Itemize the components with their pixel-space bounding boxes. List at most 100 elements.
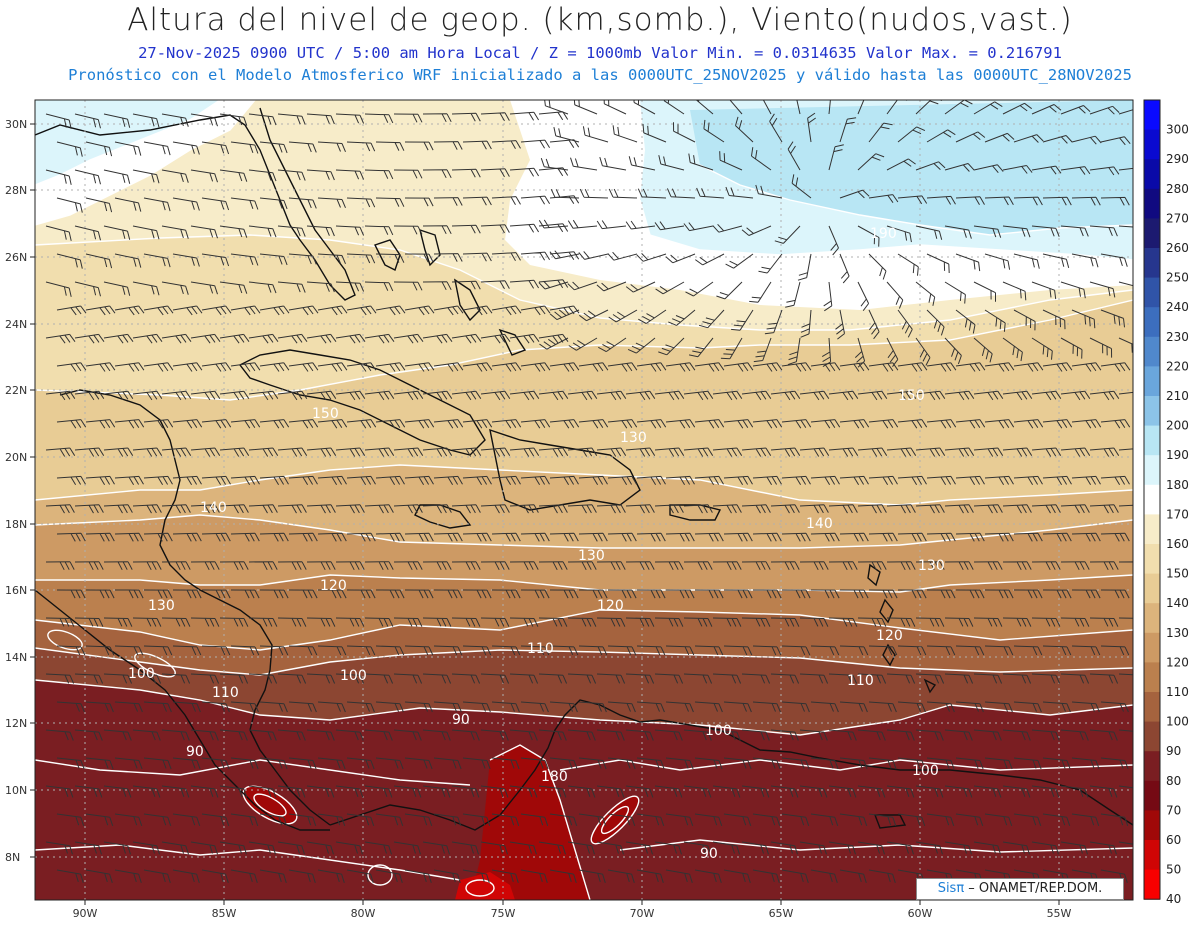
lat-label: 30N [5,118,27,131]
wind-barb [248,169,277,182]
wind-barb [509,223,540,233]
wind-barb [172,813,201,826]
wind-barb [579,309,609,322]
wind-barb [578,645,608,656]
wind-barb [654,617,684,627]
colorbar-segment [1144,544,1160,575]
wind-barb [1118,337,1133,353]
wind-barb [172,197,200,211]
wind-barb [306,169,335,181]
wind-barb [364,225,394,236]
wind-barb [114,305,145,316]
wind-barb [56,645,86,656]
wind-barb [944,163,975,172]
wind-barb [897,253,919,276]
wind-barb [375,645,405,656]
wind-barb [190,447,221,457]
wind-barb [1100,701,1129,713]
wind-barb [751,147,772,171]
wind-barb [335,617,365,627]
wind-barb [799,390,830,401]
wind-barb [984,701,1013,713]
wind-barb [752,475,782,486]
wind-barb [1089,281,1116,298]
wind-barb [694,419,725,429]
wind-barb [752,362,783,372]
wind-barb [491,252,521,261]
wind-barb [375,475,405,486]
wind-barb [781,701,810,713]
wind-barb [288,475,318,486]
wind-barb [143,475,173,486]
wind-barb [520,251,551,261]
wind-barb [103,169,131,184]
colorbar-segment [1144,129,1160,160]
wind-barb [259,645,289,656]
wind-barb [74,617,104,627]
wind-barb [654,841,682,855]
wind-barb [393,447,424,457]
wind-barb [625,220,656,230]
wind-barb [451,841,479,855]
wind-barb [915,785,944,798]
wind-barb [509,561,539,571]
wind-barb [1060,225,1089,237]
wind-barb [335,225,365,236]
wind-barb [868,475,898,486]
wind-barb [799,447,830,457]
wind-barb [491,532,521,542]
wind-barb [828,100,831,115]
wind-barb [1089,390,1120,401]
wind-barb [741,785,770,798]
wind-barb [346,757,375,770]
wind-barb [172,362,203,372]
wind-barb [955,589,985,599]
contour-label: 120 [597,598,624,614]
wind-barb [317,197,346,208]
wind-barb [973,673,1003,684]
wind-barb [1100,589,1130,599]
wind-barb [346,813,375,826]
wind-barb [781,589,811,599]
colorbar-label: 210 [1166,389,1189,403]
wind-barb [132,841,160,855]
wind-barb [785,281,801,308]
wind-barb [741,225,772,236]
wind-barb [915,337,931,366]
wind-barb [781,419,812,429]
wind-barb [248,390,279,401]
wind-barb [1089,105,1120,115]
wind-barb [1031,785,1060,798]
wind-barb [973,561,1003,571]
wind-barb [839,253,850,284]
wind-barb [364,561,394,571]
wind-barb [1071,701,1100,713]
colorbar-segment [1144,514,1160,545]
wind-barb [796,100,801,115]
wind-barb [520,362,551,372]
wind-barb [74,333,105,344]
wind-barb [694,869,722,883]
wind-barb [723,813,752,826]
wind-barb [673,122,696,143]
wind-barb [1042,532,1072,542]
wind-barb [1060,337,1083,359]
wind-barb [915,841,943,855]
lat-label: 14N [5,651,27,664]
wind-barb [926,195,956,205]
map-field: 190 150 150 140 140 130 130 130 130 120 … [35,100,1133,900]
wind-barb [712,504,742,514]
latitude-labels: 30N 28N 26N 24N 22N 20N 18N 16N 14N 12N … [5,118,27,864]
wind-barb [538,333,569,344]
wind-barb [578,419,609,429]
wind-barb [335,561,365,571]
wind-barb [654,504,684,514]
wind-barb [1013,813,1042,826]
wind-barb [1013,532,1043,542]
wind-barb [74,390,105,401]
wind-barb [393,169,423,179]
wind-barb [915,561,945,571]
wind-barb [132,333,163,344]
wind-barb [567,729,596,741]
wind-barb [103,561,133,571]
